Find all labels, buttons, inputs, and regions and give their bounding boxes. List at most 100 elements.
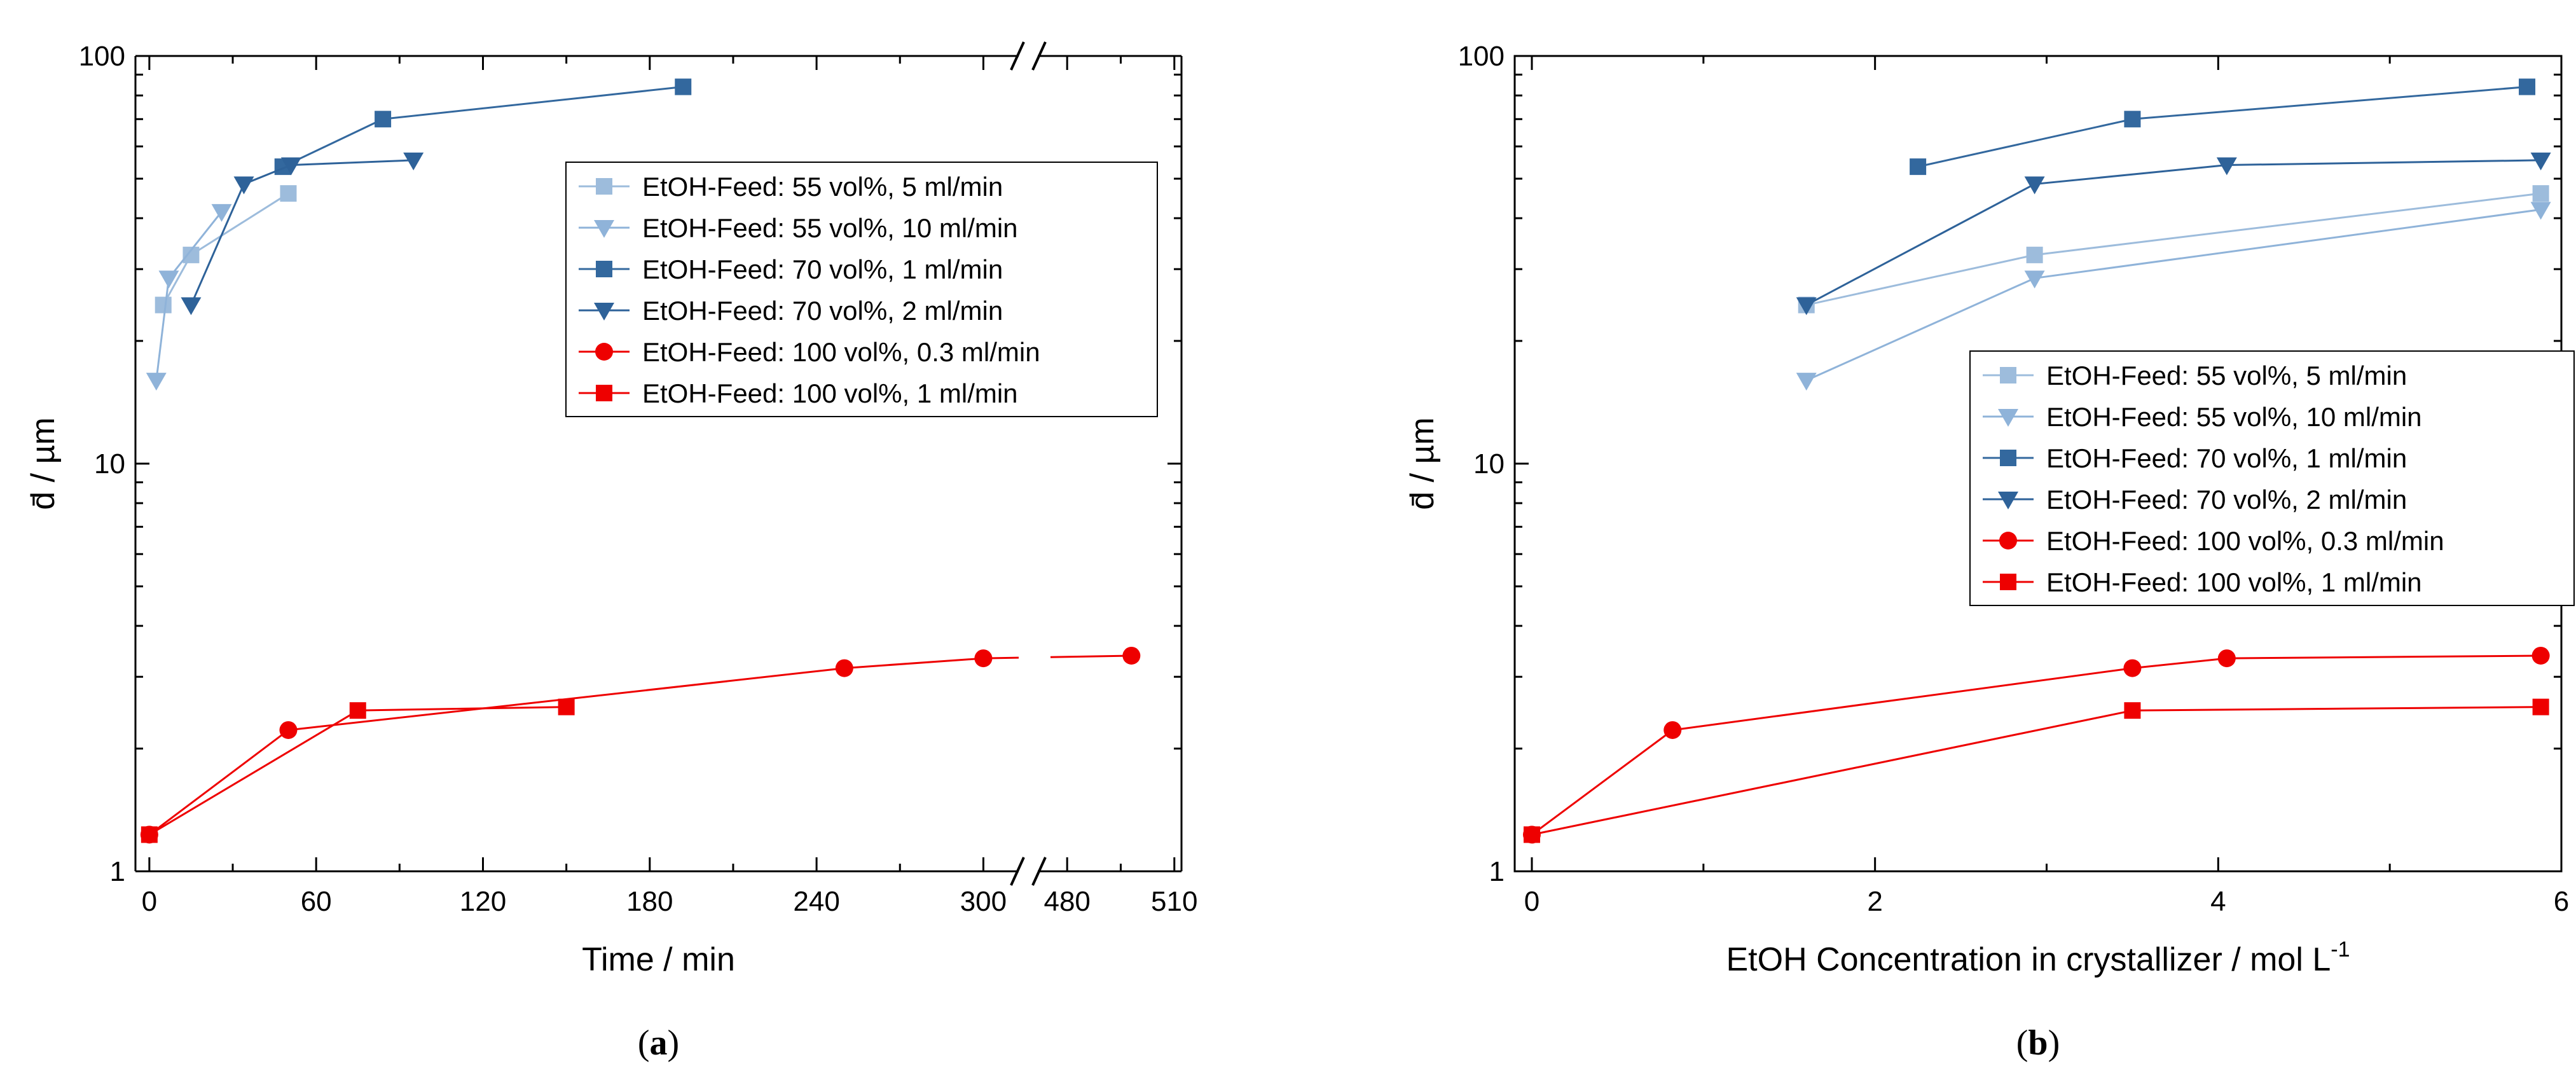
x-tick-label: 480 [1043,886,1090,917]
x-tick-label: 60 [301,886,332,917]
data-point [2026,246,2043,263]
chart-panel-b: 0 2 4 6 1 10 100 d̄ / µm EtOH Concentration in c… [1404,41,2575,1063]
data-point [280,157,301,176]
data-point [974,649,993,668]
legend-box [1969,350,2575,606]
legend-marker [2000,367,2016,383]
series-line [844,657,984,670]
series-line [162,254,192,306]
data-point [181,297,202,315]
series-line [2034,192,2541,256]
legend-marker [1998,409,2018,427]
y-tick-label: 10 [94,448,125,480]
y-tick-label: 10 [1473,448,1505,480]
series-line [382,86,684,120]
data-point [146,373,167,391]
series-line [1806,183,2035,306]
x-tick-label: 120 [460,886,506,917]
series-etoh-feed-55-vol-5-ml-min [155,185,297,314]
x-tick-label: 180 [626,886,673,917]
series-line [155,278,170,381]
legend-entry-etoh-feed-100-vol-1-ml-min: EtOH-Feed: 100 vol%, 1 ml/min [642,378,1018,408]
y-tick-label: 100 [1458,41,1505,72]
legend-entry-etoh-feed-100-vol-0-3-ml-min: EtOH-Feed: 100 vol%, 0.3 ml/min [642,337,1040,367]
data-point [233,176,254,195]
series-etoh-feed-70-vol-2-ml-min [1796,152,2551,315]
y-tick-label: 100 [79,41,125,72]
legend-marker [596,385,612,401]
legend-entry-etoh-feed-55-vol-10-ml-min: EtOH-Feed: 55 vol%, 10 ml/min [2046,402,2422,432]
x-tick-label: 300 [960,886,1007,917]
legend-entry-etoh-feed-100-vol-1-ml-min: EtOH-Feed: 100 vol%, 1 ml/min [2046,567,2422,597]
caption-a: (a) [638,1023,679,1063]
x-tick-label: 240 [793,886,839,917]
data-point [2530,202,2551,220]
series-line [1806,254,2035,307]
series-etoh-feed-70-vol-1-ml-min [274,78,692,176]
axis-break-mark [1010,857,1025,886]
series-line [190,183,245,306]
data-point [403,152,424,170]
data-point [2532,698,2549,715]
data-point [2531,646,2550,665]
series-line [2034,164,2227,185]
legend-marker [2000,450,2016,466]
x-tick-label: 0 [1524,886,1539,917]
data-point [835,659,853,677]
axis-break-mark [1031,857,1047,886]
series-line [190,192,289,256]
data-point [280,185,297,202]
series-line [291,159,414,167]
data-point [2532,185,2549,202]
data-point [2124,702,2141,719]
data-point [141,826,158,843]
data-point [2024,270,2045,289]
x-axis-label-superscript: -1 [2331,937,2350,962]
series-line [2226,654,2541,660]
series-etoh-feed-100-vol-0-3-ml-min [1522,646,2550,844]
series-etoh-feed-100-vol-1-ml-min [141,698,575,843]
series-line [149,709,359,836]
data-point [1122,646,1141,665]
data-point [158,270,179,289]
series-line [2226,159,2541,167]
series-line [168,211,223,279]
data-point [349,702,366,719]
x-tick-label: 510 [1151,886,1197,917]
data-point [211,204,232,222]
chart-panel-a: 0 60 120 180 240 300 480 510 1 10 100 d̄ / µm Time /… [25,41,1197,1063]
series-line [2132,657,2227,670]
legend-entry-etoh-feed-55-vol-5-ml-min: EtOH-Feed: 55 vol%, 5 ml/min [642,172,1003,202]
data-point [1796,297,1817,315]
data-point [2519,78,2536,95]
caption-b: (b) [2016,1023,2060,1063]
series-line [2132,86,2528,120]
series-etoh-feed-100-vol-1-ml-min [1523,698,2549,843]
data-point [1796,373,1817,391]
y-axis-label: d̄ / µm [25,417,62,510]
legend-entry-etoh-feed-70-vol-1-ml-min: EtOH-Feed: 70 vol%, 1 ml/min [642,254,1003,284]
x-tick-label: 0 [142,886,157,917]
legend-entry-etoh-feed-70-vol-2-ml-min: EtOH-Feed: 70 vol%, 2 ml/min [2046,485,2407,515]
series-etoh-feed-70-vol-2-ml-min [181,152,424,315]
legend-marker [596,178,612,195]
x-tick-label: 2 [1867,886,1882,917]
series-etoh-feed-70-vol-1-ml-min [1910,78,2536,176]
legend-marker [1999,532,2017,549]
series-etoh-feed-55-vol-10-ml-min [1796,202,2551,391]
series-line [148,729,289,836]
series-etoh-feed-100-vol-0-3-ml-min [140,646,1141,844]
legend-marker [596,261,612,277]
series-etoh-feed-55-vol-10-ml-min [146,204,232,391]
x-axis-label: EtOH Concentration in crystallizer / mol… [1726,937,2350,978]
legend-box [565,162,1158,417]
series-line [1806,277,2035,382]
data-point [2530,152,2551,170]
legend-entry-etoh-feed-70-vol-2-ml-min: EtOH-Feed: 70 vol%, 2 ml/min [642,296,1003,326]
legend-entry-etoh-feed-55-vol-10-ml-min: EtOH-Feed: 55 vol%, 10 ml/min [642,213,1018,243]
data-point [1663,721,1682,739]
series-line [2034,209,2541,279]
data-point [2123,659,2142,677]
data-point [2217,649,2236,668]
data-point [375,111,392,128]
